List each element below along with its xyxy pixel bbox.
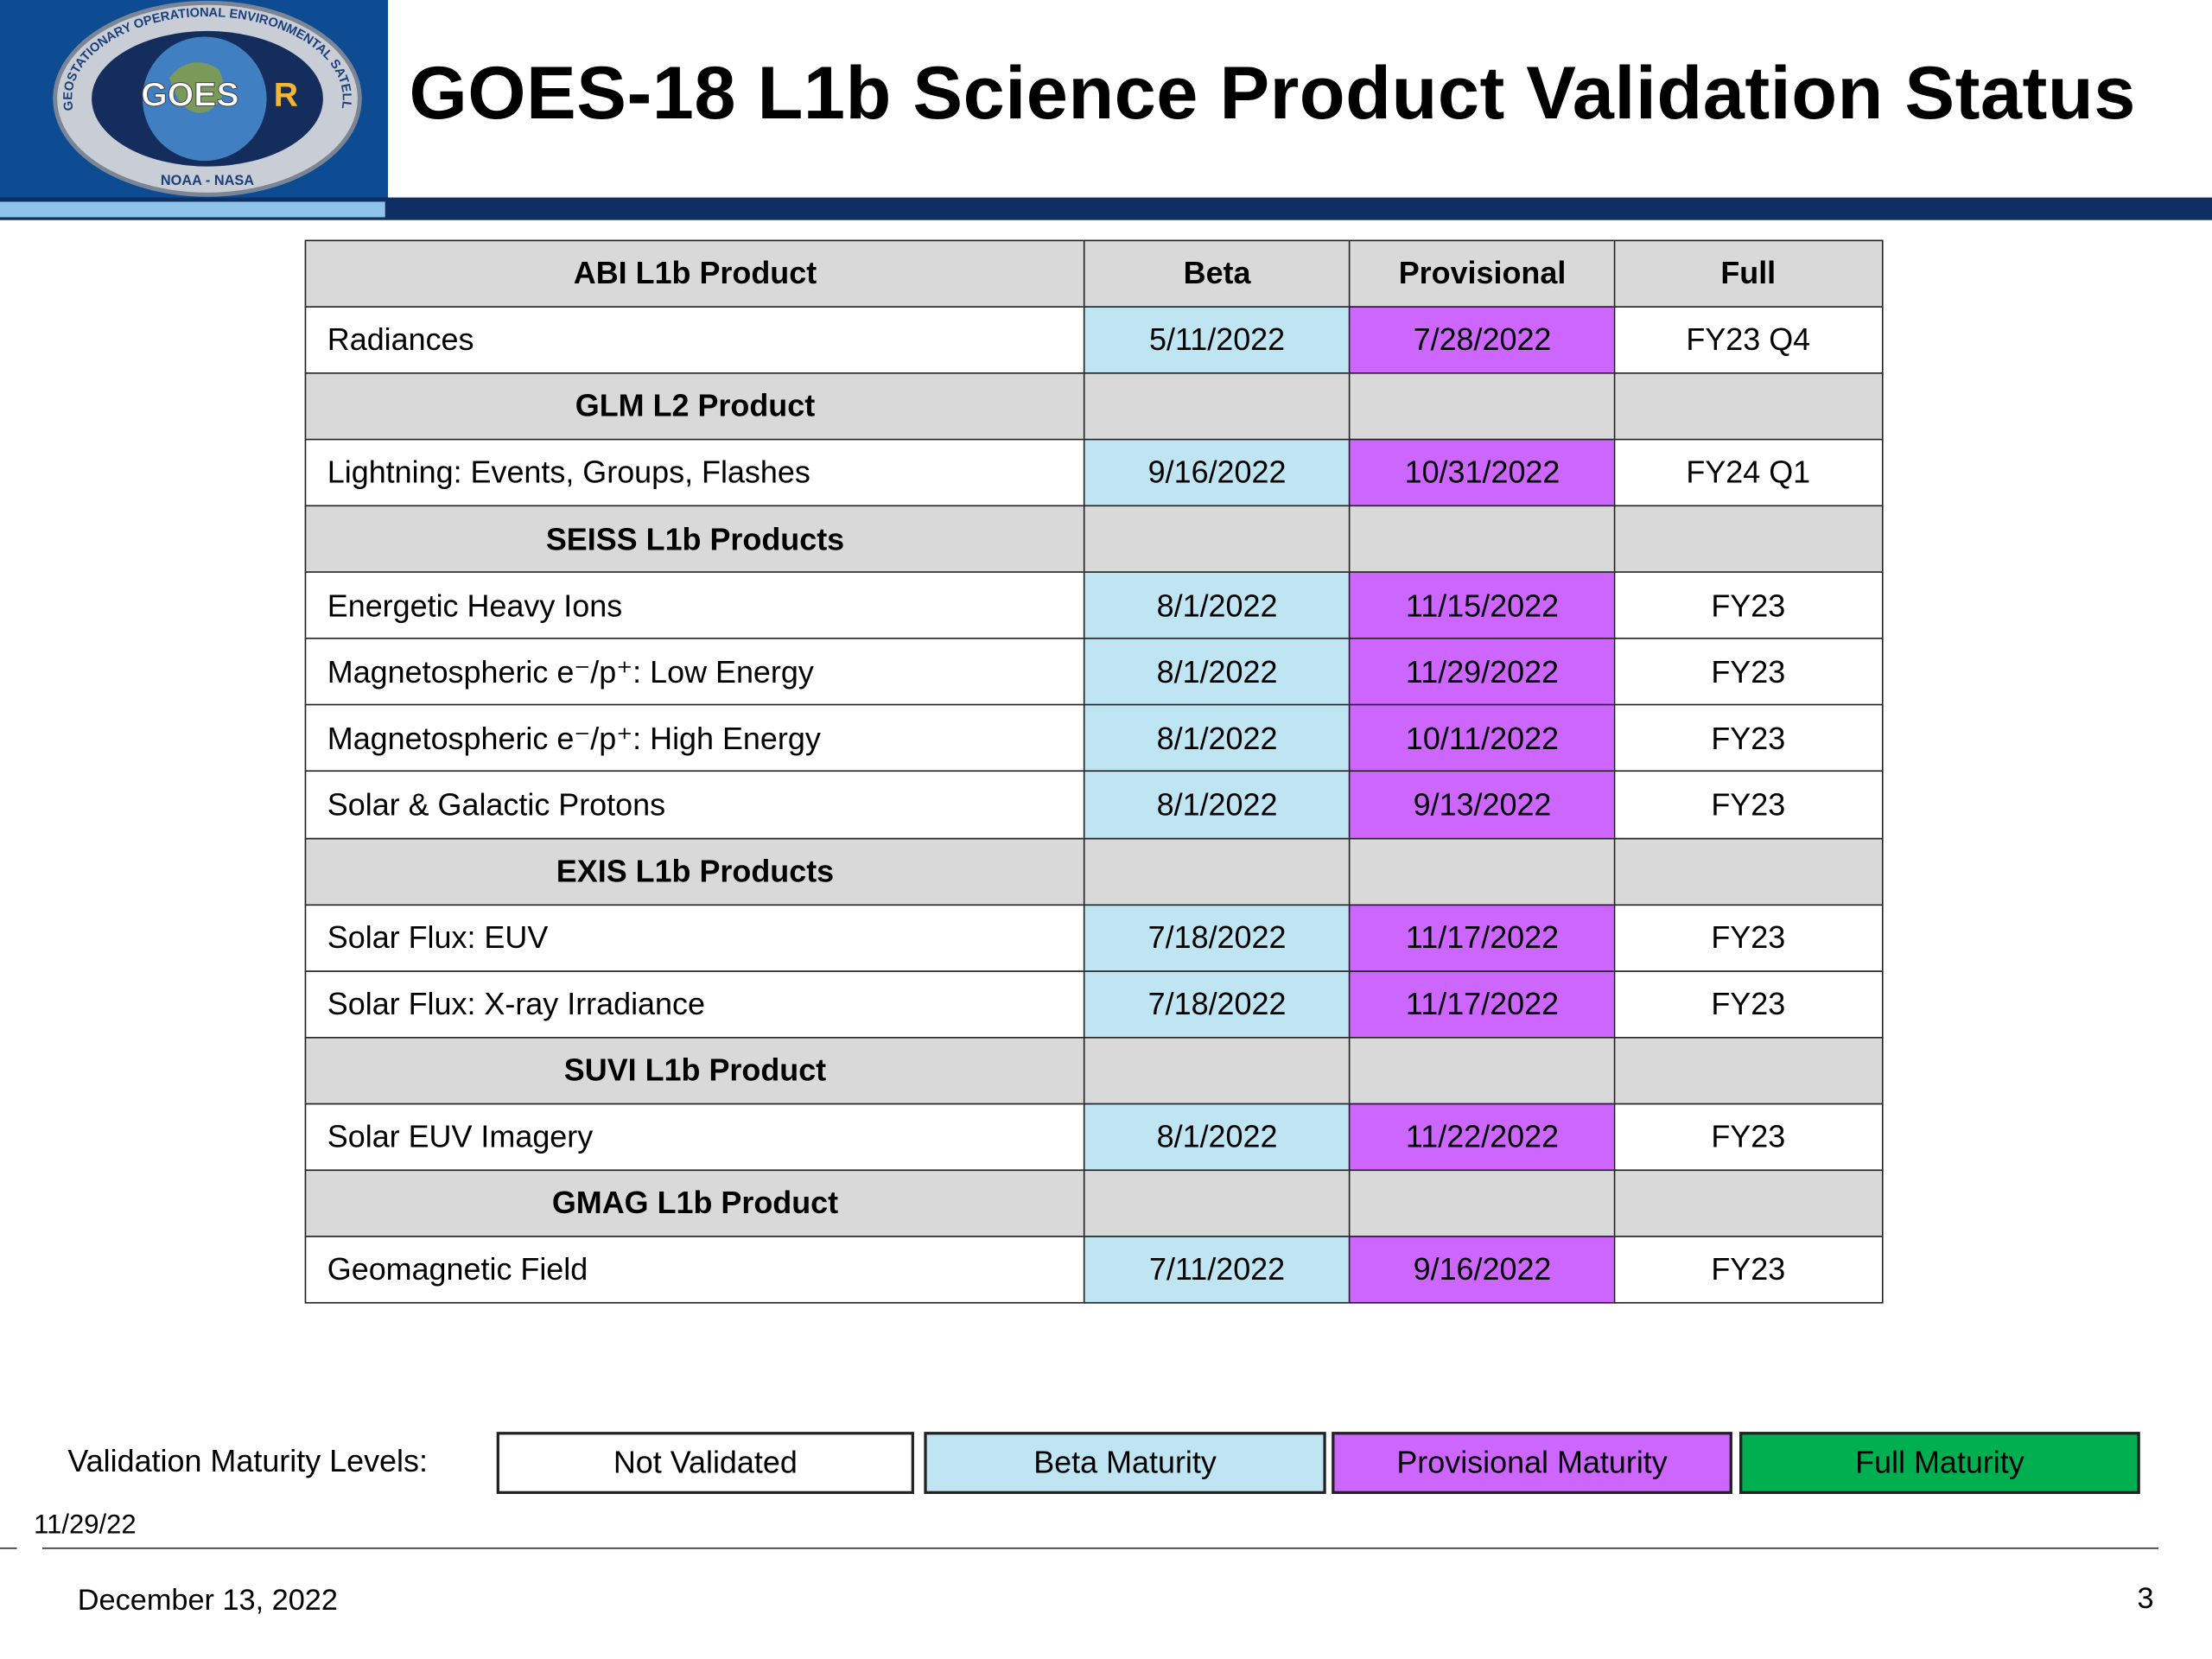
date-cell: 9/16/2022 [1083, 439, 1351, 508]
date-cell: FY23 [1613, 771, 1883, 840]
date-cell: FY23 [1613, 1103, 1883, 1172]
footer-rule [41, 1548, 2158, 1549]
legend-item: Beta Maturity [924, 1432, 1326, 1494]
date-stamp: 11/29/22 [34, 1510, 137, 1541]
date-cell: 8/1/2022 [1083, 704, 1351, 773]
date-cell: 11/29/2022 [1348, 638, 1617, 707]
product-name: Geomagnetic Field [304, 1236, 1086, 1305]
date-cell: FY23 [1613, 903, 1883, 973]
date-cell: 9/16/2022 [1348, 1236, 1617, 1305]
page-number: 3 [2137, 1582, 2154, 1616]
date-cell: 8/1/2022 [1083, 771, 1351, 840]
date-cell: 11/22/2022 [1348, 1103, 1617, 1172]
product-name: Lightning: Events, Groups, Flashes [304, 439, 1086, 508]
legend-item: Not Validated [496, 1432, 914, 1494]
date-cell: 7/18/2022 [1083, 903, 1351, 973]
section-header: SUVI L1b Product [304, 1036, 1086, 1105]
header-banner: GEOSTATIONARY OPERATIONAL ENVIRONMENTAL … [0, 0, 2212, 220]
footer-rule [0, 1548, 17, 1549]
product-name: Magnetospheric e⁻/p⁺: Low Energy [304, 638, 1086, 707]
section-header: SEISS L1b Products [304, 505, 1086, 575]
section-spacer [1083, 837, 1351, 906]
date-cell: 11/17/2022 [1348, 969, 1617, 1039]
section-spacer [1348, 1036, 1617, 1105]
date-cell: FY24 Q1 [1613, 439, 1883, 508]
header-rule-accent [0, 201, 385, 218]
section-spacer [1348, 505, 1617, 575]
logo-agencies: NOAA - NASA [161, 173, 254, 188]
legend-item: Provisional Maturity [1332, 1432, 1732, 1494]
date-cell: FY23 [1613, 1236, 1883, 1305]
date-cell: 8/1/2022 [1083, 1103, 1351, 1172]
section-spacer [1613, 1036, 1883, 1105]
date-cell: FY23 [1613, 571, 1883, 640]
date-cell: 8/1/2022 [1083, 638, 1351, 707]
section-spacer [1348, 1169, 1617, 1238]
date-cell: 10/31/2022 [1348, 439, 1617, 508]
page-title: GOES-18 L1b Science Product Validation S… [409, 52, 2136, 136]
product-name: Energetic Heavy Ions [304, 571, 1086, 640]
date-cell: 9/13/2022 [1348, 771, 1617, 840]
section-spacer [1613, 505, 1883, 575]
footer-date: December 13, 2022 [77, 1584, 338, 1618]
logo-accent: R [274, 76, 298, 113]
section-header: EXIS L1b Products [304, 837, 1086, 906]
date-cell: FY23 Q4 [1613, 306, 1883, 375]
logo-land [168, 62, 224, 113]
section-header: GMAG L1b Product [304, 1169, 1086, 1238]
section-header: GLM L2 Product [304, 372, 1086, 442]
date-cell: 10/11/2022 [1348, 704, 1617, 773]
product-name: Solar Flux: X-ray Irradiance [304, 969, 1086, 1039]
section-spacer [1083, 1036, 1351, 1105]
column-header: Full [1613, 239, 1883, 308]
date-cell: 7/11/2022 [1083, 1236, 1351, 1305]
date-cell: 11/15/2022 [1348, 571, 1617, 640]
section-spacer [1613, 372, 1883, 442]
section-spacer [1083, 1169, 1351, 1238]
column-header: Beta [1083, 239, 1351, 308]
section-spacer [1613, 1169, 1883, 1238]
product-name: Solar EUV Imagery [304, 1103, 1086, 1172]
product-name: Magnetospheric e⁻/p⁺: High Energy [304, 704, 1086, 773]
section-spacer [1083, 505, 1351, 575]
date-cell: FY23 [1613, 704, 1883, 773]
legend-item: Full Maturity [1739, 1432, 2140, 1494]
legend-label: Validation Maturity Levels: [67, 1443, 428, 1479]
date-cell: FY23 [1613, 969, 1883, 1039]
date-cell: 7/28/2022 [1348, 306, 1617, 375]
date-cell: 11/17/2022 [1348, 903, 1617, 973]
section-header: ABI L1b Product [304, 239, 1086, 308]
section-spacer [1083, 372, 1351, 442]
date-cell: 8/1/2022 [1083, 571, 1351, 640]
date-cell: 5/11/2022 [1083, 306, 1351, 375]
section-spacer [1613, 837, 1883, 906]
column-header: Provisional [1348, 239, 1617, 308]
section-spacer [1348, 837, 1617, 906]
product-name: Solar Flux: EUV [304, 903, 1086, 973]
date-cell: FY23 [1613, 638, 1883, 707]
logo-text: GOES [141, 76, 238, 113]
date-cell: 7/18/2022 [1083, 969, 1351, 1039]
product-name: Radiances [304, 306, 1086, 375]
section-spacer [1348, 372, 1617, 442]
product-name: Solar & Galactic Protons [304, 771, 1086, 840]
